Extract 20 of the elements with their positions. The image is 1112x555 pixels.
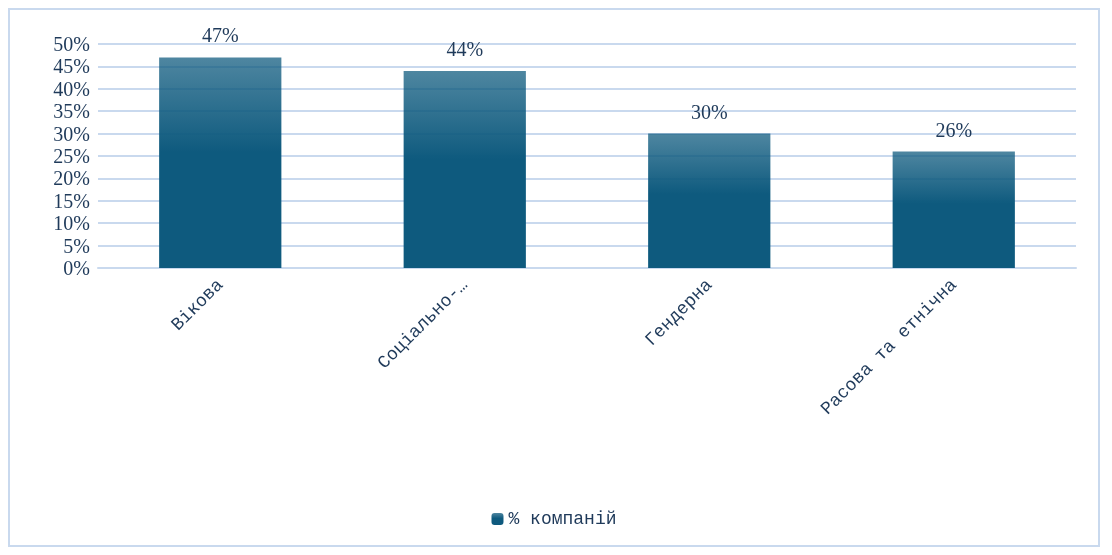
y-tick-label: 30% — [53, 122, 90, 145]
bar — [403, 70, 526, 268]
y-tick-label: 0% — [63, 257, 90, 279]
y-tick-label: 35% — [53, 100, 90, 123]
bar — [159, 57, 282, 268]
data-label: 30% — [690, 100, 728, 123]
y-tick-label: 10% — [53, 212, 90, 235]
bar — [892, 151, 1015, 268]
bar — [648, 133, 771, 268]
y-tick-label: 40% — [53, 77, 90, 100]
y-tick-label: 15% — [53, 189, 90, 212]
y-tick-label: 5% — [63, 234, 90, 257]
data-label: 44% — [446, 37, 484, 60]
y-tick-label: 20% — [53, 167, 90, 190]
y-tick-label: 50% — [53, 33, 90, 55]
data-label: 47% — [201, 24, 239, 47]
y-tick-label: 45% — [53, 55, 90, 78]
legend-label: % компаній — [508, 509, 617, 529]
y-tick-label: 25% — [53, 145, 90, 167]
data-label: 26% — [935, 118, 973, 141]
